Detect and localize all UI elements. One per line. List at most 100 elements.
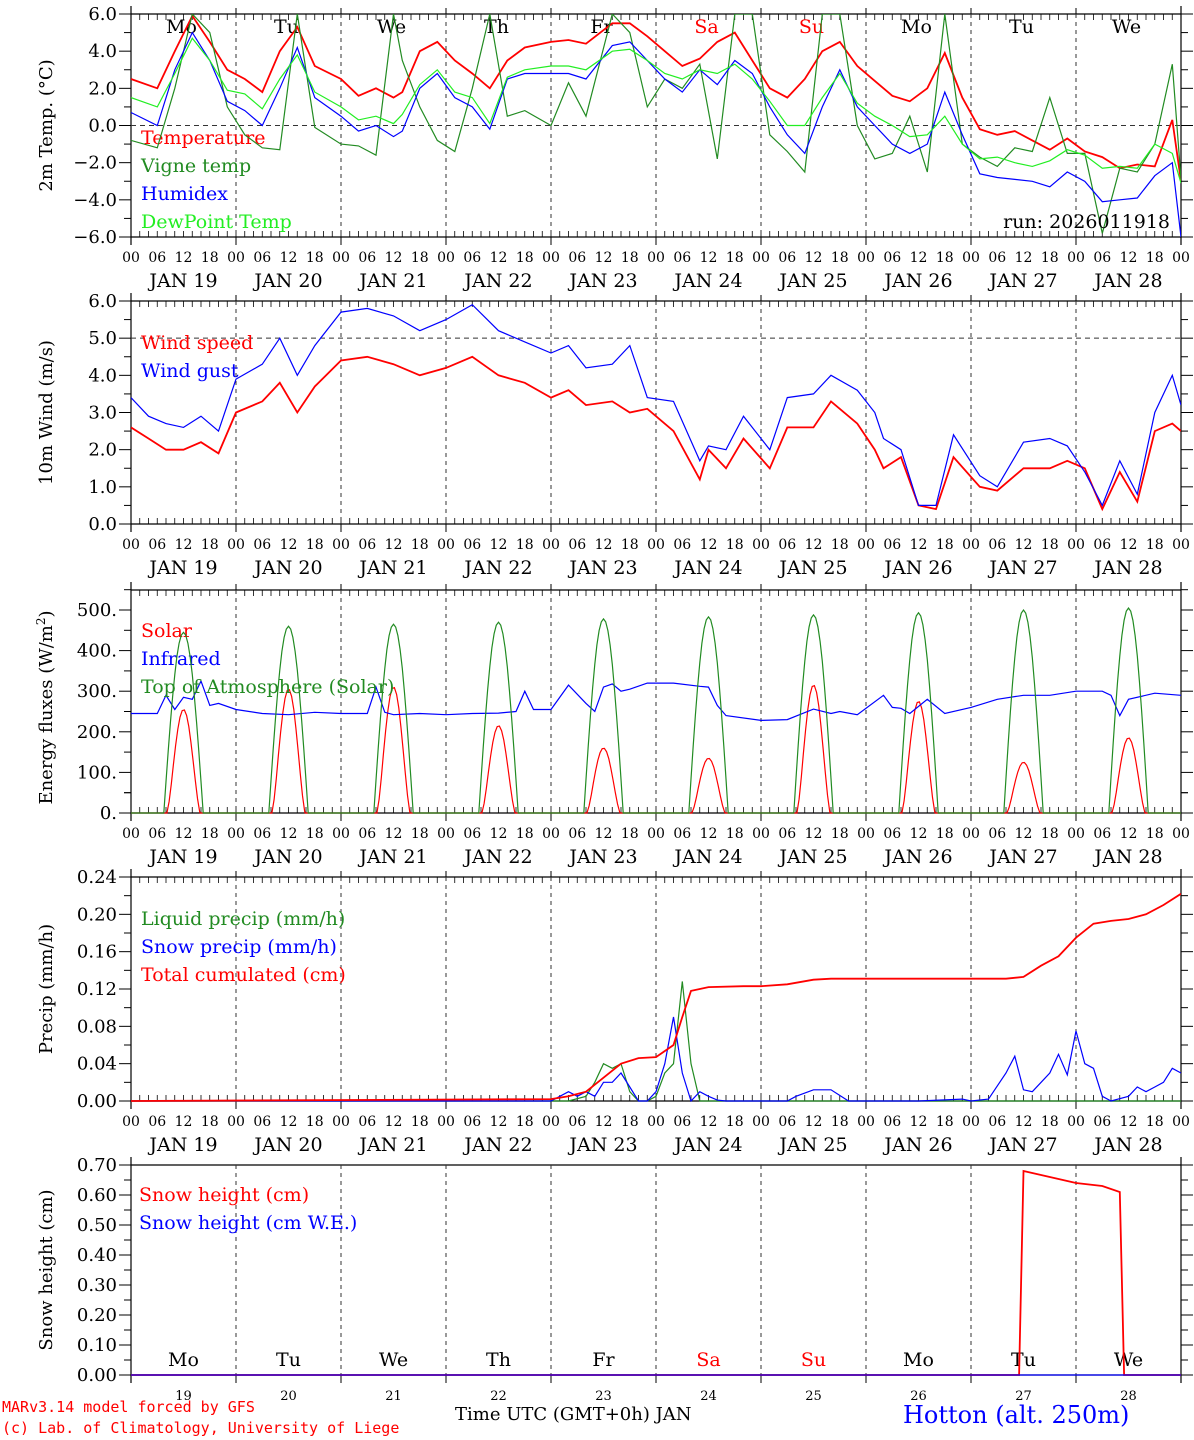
- x-date-label: JAN 23: [567, 846, 637, 868]
- x-hour-label: 06: [463, 1114, 481, 1130]
- x-hour-label: 00: [647, 537, 665, 553]
- x-hour-label: 06: [568, 250, 586, 266]
- x-hour-label: 00: [122, 1114, 140, 1130]
- x-date-label: JAN 22: [462, 1134, 532, 1156]
- y-tick-label: 0.16: [77, 942, 117, 963]
- x-hour-label: 00: [857, 537, 875, 553]
- x-date-label: JAN 26: [882, 846, 952, 868]
- x-hour-label: 06: [253, 537, 271, 553]
- x-hour-label: 06: [883, 537, 901, 553]
- x-hour-label: 06: [568, 826, 586, 842]
- weekday-label: We: [1114, 1349, 1143, 1371]
- x-hour-label: 18: [936, 250, 954, 266]
- x-hour-label: 00: [227, 826, 245, 842]
- x-date-label: JAN 19: [147, 270, 217, 292]
- x-hour-label: 12: [490, 537, 508, 553]
- x-hour-label: 12: [595, 1114, 613, 1130]
- x-hour-label: 06: [148, 826, 166, 842]
- x-hour-label: 18: [201, 1114, 219, 1130]
- x-hour-label: 18: [201, 826, 219, 842]
- x-date-label: JAN 21: [357, 1134, 427, 1156]
- x-hour-label: 00: [752, 250, 770, 266]
- legend-entry: DewPoint Temp: [141, 211, 292, 233]
- x-hour-label: 06: [988, 250, 1006, 266]
- weekday-label: Sa: [694, 16, 718, 38]
- x-hour-label: 12: [700, 250, 718, 266]
- x-hour-label: 00: [437, 250, 455, 266]
- x-hour-label: 18: [201, 250, 219, 266]
- y-tick-label: 300.: [77, 681, 117, 702]
- x-hour-label: 12: [490, 826, 508, 842]
- legend-entry: Humidex: [141, 183, 228, 205]
- x-hour-label: 00: [542, 250, 560, 266]
- x-hour-label: 12: [385, 250, 403, 266]
- x-hour-label: 18: [516, 826, 534, 842]
- x-hour-label: 00: [1172, 826, 1190, 842]
- y-axis-label: 10m Wind (m/s): [36, 340, 57, 485]
- y-tick-label: 0.30: [77, 1275, 117, 1296]
- x-date-label: JAN 26: [882, 270, 952, 292]
- y-axis-label: Snow height (cm): [36, 1189, 57, 1350]
- x-hour-label: 00: [542, 826, 560, 842]
- x-hour-label: 18: [1146, 1114, 1164, 1130]
- x-hour-label: 06: [253, 1114, 271, 1130]
- x-date-label: JAN 23: [567, 270, 637, 292]
- x-hour-label: 06: [883, 250, 901, 266]
- x-date-label: JAN 28: [1092, 846, 1162, 868]
- x-hour-label: 18: [936, 1114, 954, 1130]
- x-hour-label: 12: [1120, 1114, 1138, 1130]
- x-hour-label: 18: [516, 537, 534, 553]
- panel-2m-temp-: 6.0 4.0 2.0 0.0 −2.0 −4.0 −6.0 2m Temp. (°C) 00 0…: [36, 4, 1193, 292]
- legend-entry: Liquid precip (mm/h): [141, 908, 345, 930]
- y-tick-label: 0.04: [77, 1054, 117, 1075]
- series-line-wind-gust: [131, 303, 1181, 507]
- x-hour-label: 12: [1015, 250, 1033, 266]
- legend-entry: Snow height (cm): [139, 1184, 309, 1206]
- x-hour-label: 12: [1120, 826, 1138, 842]
- x-hour-label: 12: [805, 537, 823, 553]
- x-date-label: JAN 22: [462, 846, 532, 868]
- x-hour-label: 06: [778, 826, 796, 842]
- x-hour-label: 18: [1041, 1114, 1059, 1130]
- x-hour-label: 06: [253, 826, 271, 842]
- x-hour-label: 06: [253, 250, 271, 266]
- weekday-label: We: [379, 1349, 408, 1371]
- y-tick-label: 5.0: [88, 328, 117, 349]
- legend-entry: Temperature: [141, 127, 265, 149]
- legend-entry: Wind speed: [141, 332, 253, 354]
- x-hour-label: 12: [280, 250, 298, 266]
- copyright-credit: (c) Lab. of Climatology, University of L…: [2, 1419, 400, 1437]
- x-date-label: JAN 20: [252, 1134, 322, 1156]
- panel-precip: 0.24 0.20 0.16 0.12 0.08 0.04 0.00 Precip (mm/h…: [36, 867, 1193, 1156]
- weekday-label: Sa: [696, 1349, 720, 1371]
- model-credit: MARv3.14 model forced by GFS: [2, 1398, 255, 1416]
- weekday-label: We: [1112, 16, 1141, 38]
- y-tick-label: 6.0: [88, 291, 117, 312]
- x-hour-label: 18: [831, 1114, 849, 1130]
- x-day-number: 24: [700, 1389, 717, 1404]
- weekday-label: Mo: [166, 16, 197, 38]
- x-hour-label: 12: [805, 250, 823, 266]
- x-hour-label: 00: [962, 826, 980, 842]
- y-tick-label: 3.0: [88, 403, 117, 424]
- x-hour-label: 18: [831, 826, 849, 842]
- x-hour-label: 00: [1067, 826, 1085, 842]
- x-date-label: JAN 21: [357, 557, 427, 579]
- weekday-label: Th: [484, 16, 509, 38]
- x-hour-label: 12: [175, 826, 193, 842]
- x-hour-label: 06: [883, 1114, 901, 1130]
- x-day-number: 22: [490, 1389, 507, 1404]
- legend-entry: Snow precip (mm/h): [141, 936, 337, 958]
- x-date-label: JAN 24: [672, 270, 742, 292]
- x-hour-label: 06: [988, 1114, 1006, 1130]
- x-hour-label: 18: [306, 250, 324, 266]
- x-hour-label: 06: [1093, 1114, 1111, 1130]
- x-date-label: JAN 25: [777, 557, 847, 579]
- x-hour-label: 00: [1067, 250, 1085, 266]
- x-hour-label: 00: [857, 826, 875, 842]
- y-tick-label: 0.20: [77, 1305, 117, 1326]
- x-hour-label: 12: [385, 1114, 403, 1130]
- x-hour-label: 00: [332, 537, 350, 553]
- x-hour-label: 18: [1146, 250, 1164, 266]
- y-tick-label: 0.24: [77, 867, 117, 888]
